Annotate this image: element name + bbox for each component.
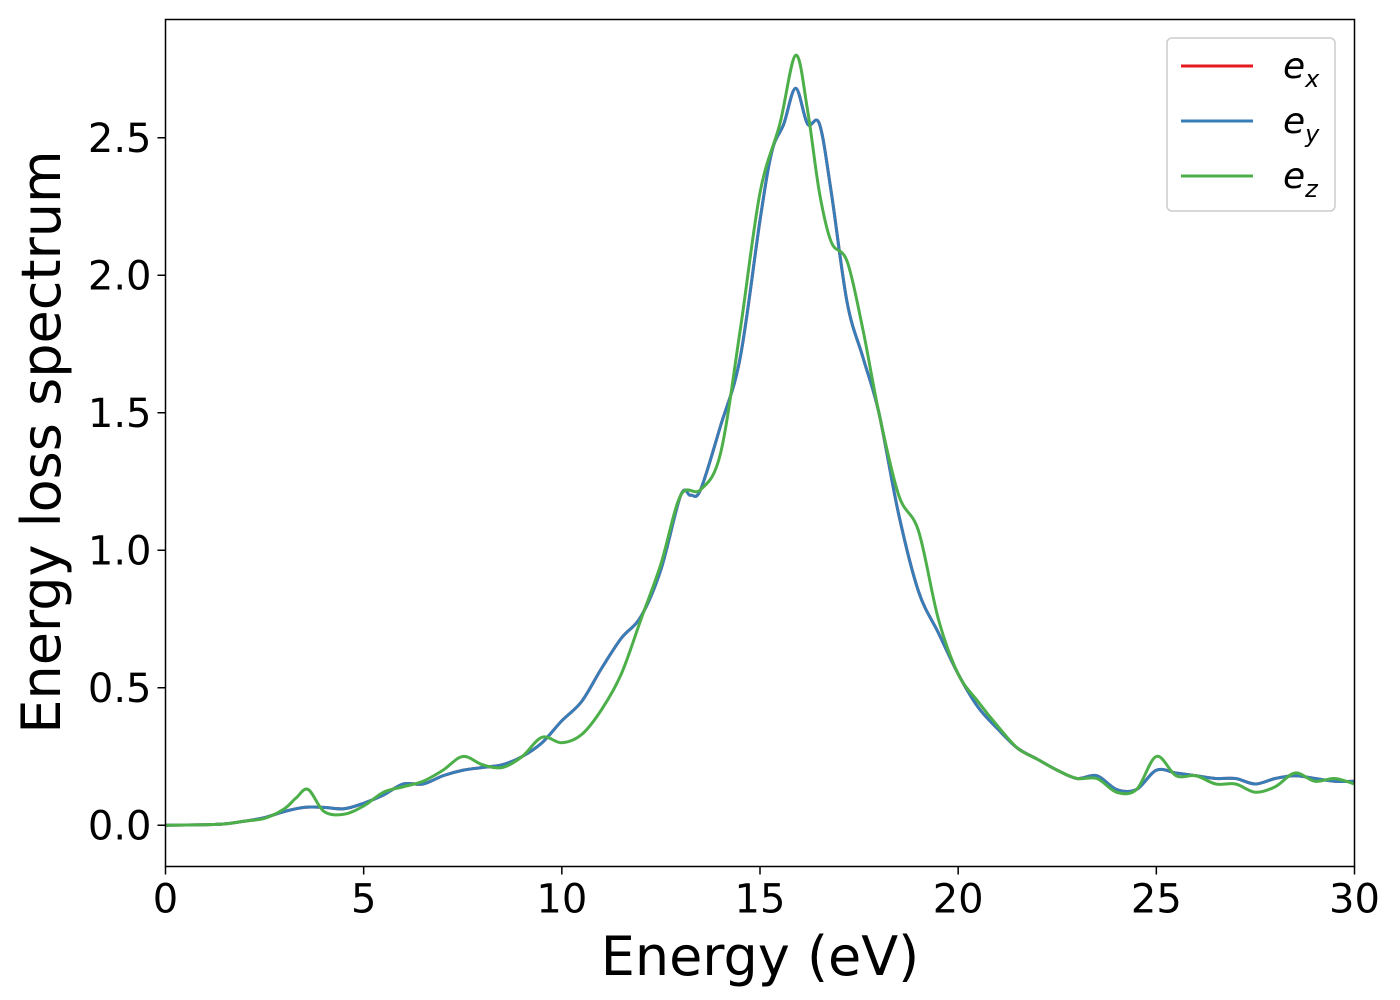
x-tick-label: 15 [735, 877, 786, 923]
y-axis-ticks: 0.0 0.5 1.0 1.5 2.0 2.5 [88, 116, 166, 849]
y-tick-label: 1.5 [88, 391, 152, 437]
series-line-z [165, 53, 1355, 827]
x-tick-label: 20 [933, 877, 984, 923]
y-axis-title: Energy loss spectrum [10, 150, 73, 733]
x-tick-label: 25 [1131, 877, 1182, 923]
x-tick-label: 0 [153, 877, 178, 923]
series-layer [165, 53, 1355, 827]
x-axis-ticks: 0 5 10 15 20 25 30 [153, 866, 1380, 923]
x-tick-label: 5 [351, 877, 376, 923]
legend-label-z: ez [1283, 156, 1319, 203]
x-tick-label: 30 [1329, 877, 1380, 923]
y-tick-label: 0.0 [88, 803, 152, 849]
y-tick-label: 2.5 [88, 116, 152, 162]
y-tick-label: 0.5 [88, 666, 152, 712]
legend-label-x: ex [1283, 46, 1320, 93]
y-tick-label: 1.0 [88, 528, 152, 574]
legend-label-y: ey [1283, 101, 1320, 148]
legend: ex ey ez [1166, 37, 1336, 212]
y-tick-label: 2.0 [88, 253, 152, 299]
x-axis-title: Energy (eV) [601, 925, 920, 988]
x-tick-label: 10 [536, 877, 587, 923]
legend-box [1166, 37, 1336, 212]
